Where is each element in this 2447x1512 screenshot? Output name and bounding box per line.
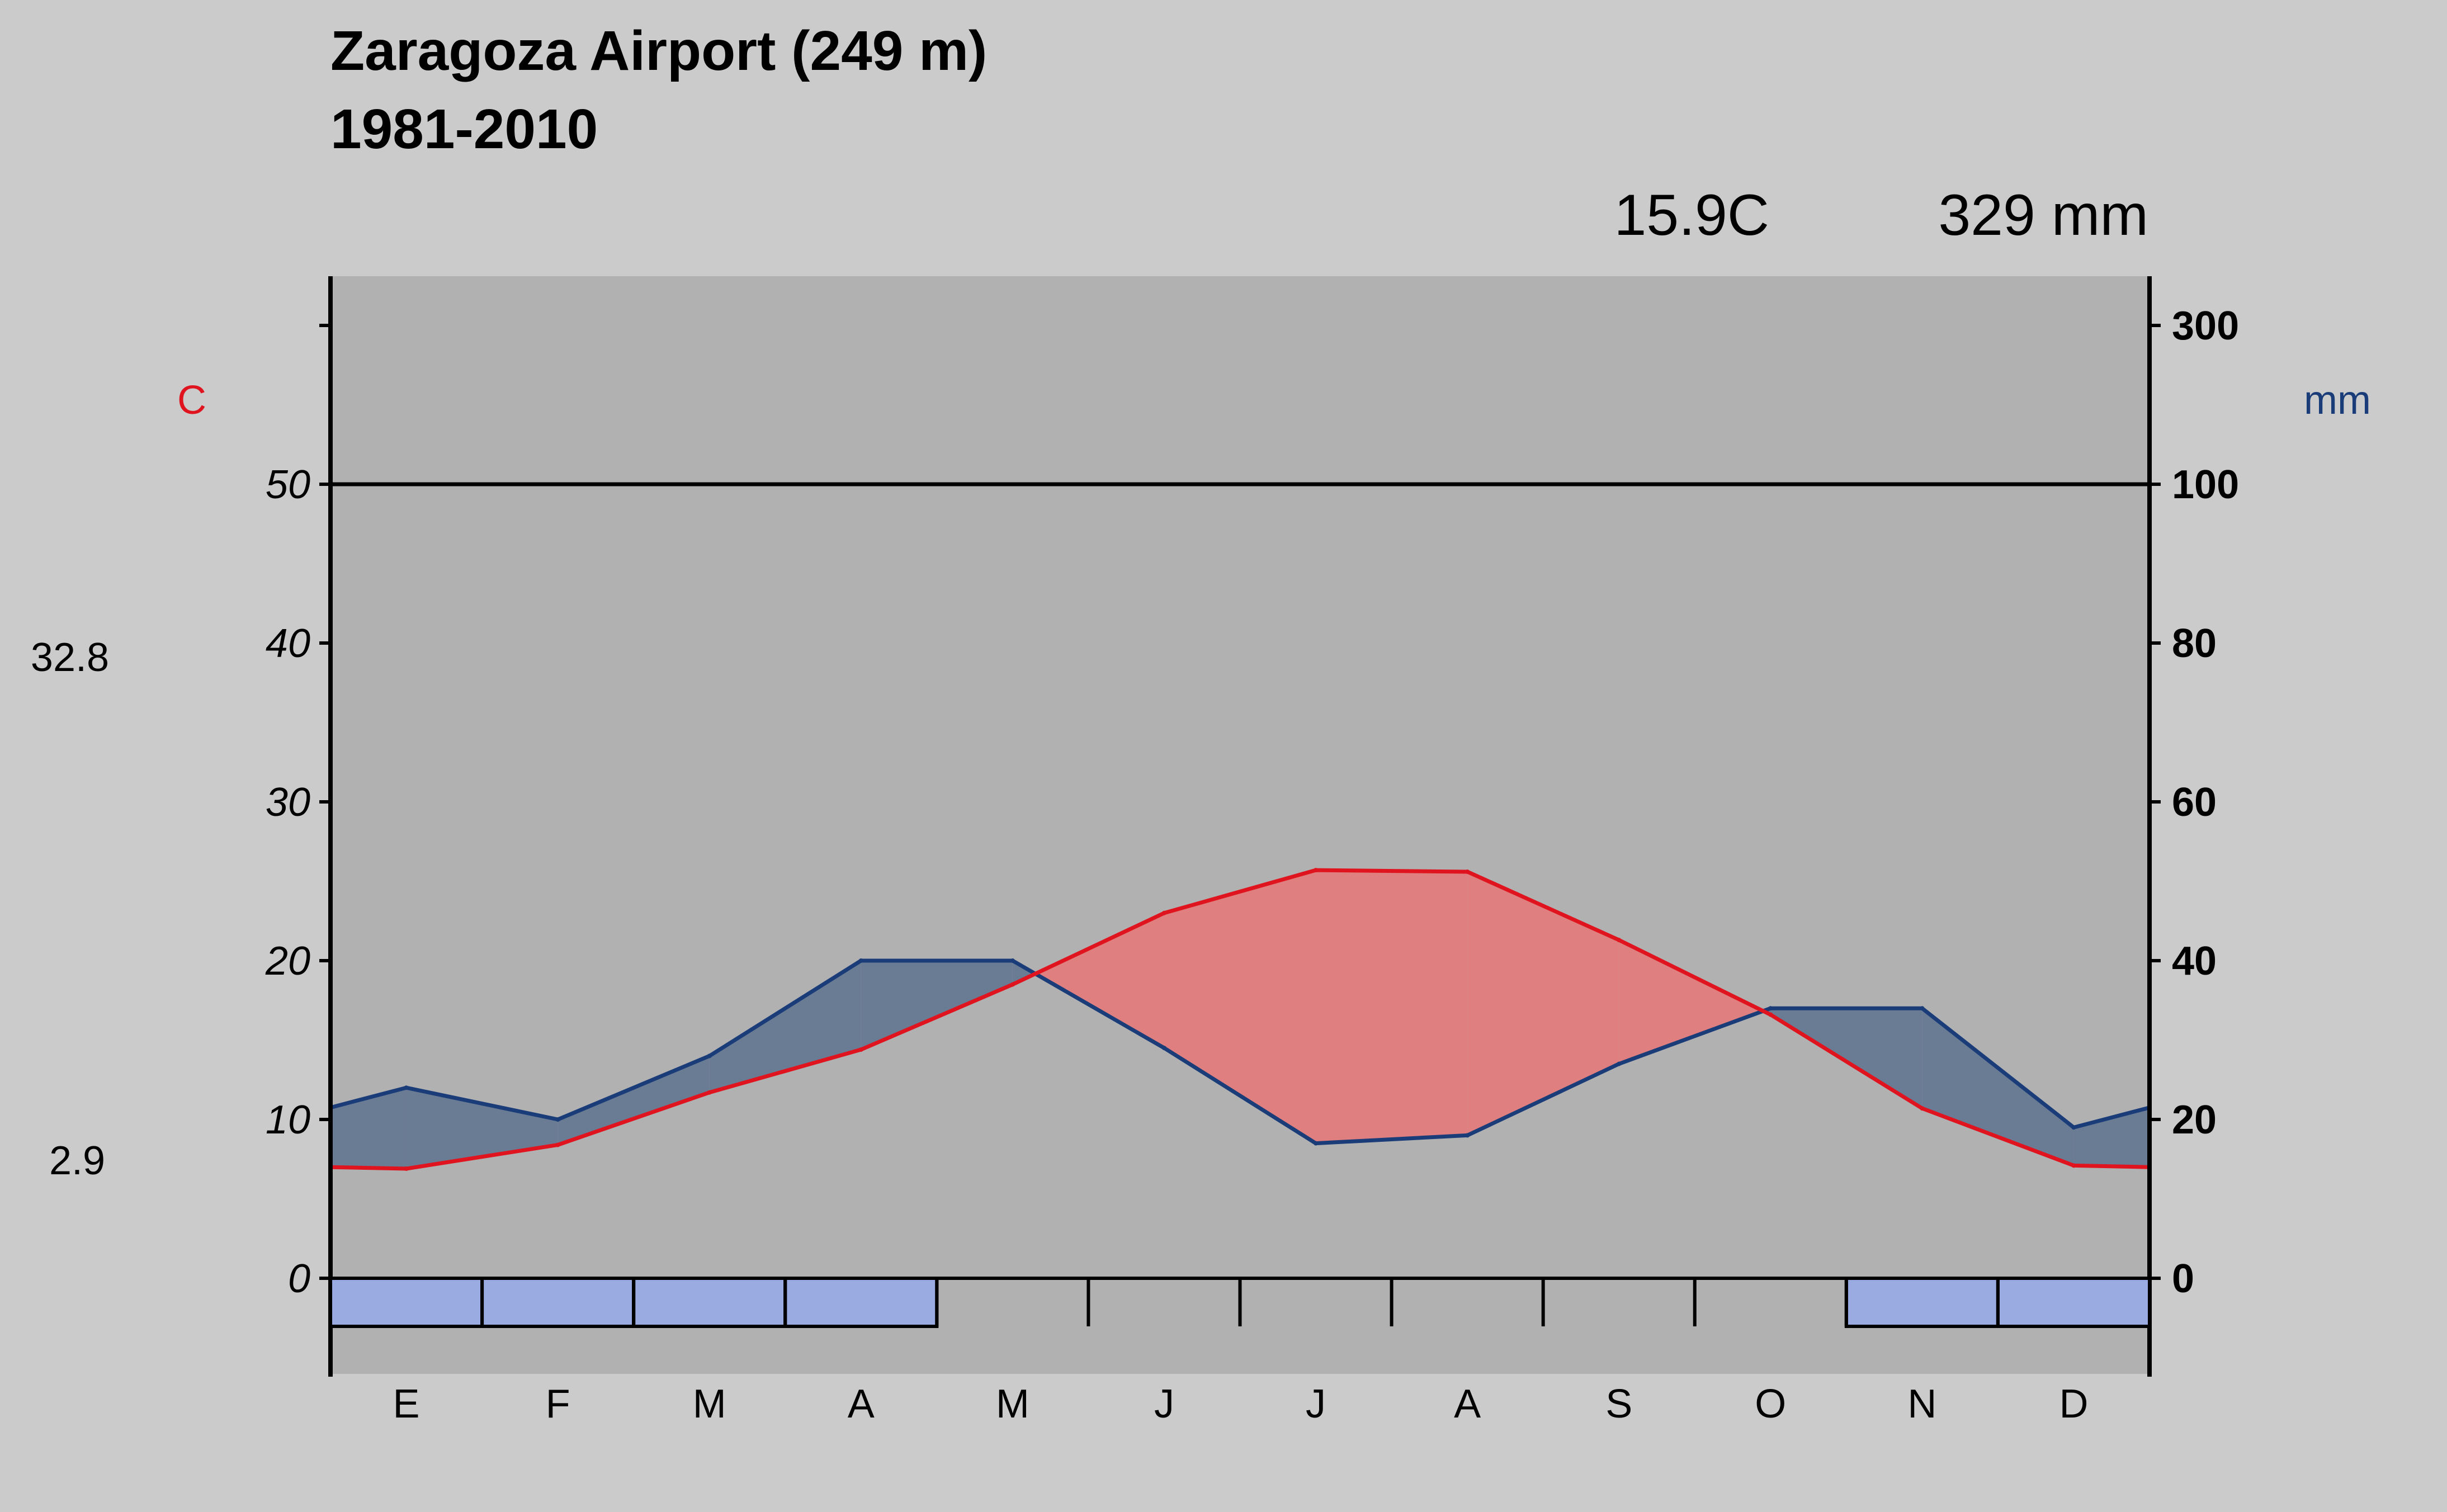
month-label: J (1154, 1382, 1174, 1426)
temperature-axis-label: C (177, 378, 206, 423)
chart-title: Zaragoza Airport (249 m) (330, 20, 987, 82)
left-tick-label: 50 (266, 462, 310, 507)
month-label: E (393, 1382, 420, 1426)
precipitation-point (858, 958, 863, 963)
month-label: O (1755, 1382, 1786, 1426)
right-tick-label: 60 (2172, 780, 2217, 825)
arid-area (1035, 913, 1164, 1048)
month-label: D (2059, 1382, 2088, 1426)
plot-background (330, 276, 2150, 1374)
precipitation-point (1161, 1046, 1166, 1051)
precipitation-point (1768, 1006, 1773, 1011)
humid-area (1922, 1008, 2074, 1166)
annual-precipitation: 329 mm (1938, 183, 2148, 248)
left-tick-label: 10 (266, 1098, 310, 1142)
right-tick-label: 300 (2172, 304, 2239, 348)
max-temp-label: 32.8 (31, 635, 109, 680)
humid-area (861, 961, 1013, 1050)
precipitation-point (2071, 1125, 2076, 1130)
temperature-point (1920, 1106, 1925, 1111)
temperature-point (1010, 982, 1015, 987)
precipitation-point (1314, 1141, 1319, 1146)
temperature-point (858, 1047, 863, 1052)
right-tick-label: 40 (2172, 939, 2217, 984)
frost-box (1996, 1277, 2152, 1328)
arid-area (1316, 870, 1468, 1144)
frost-box (632, 1277, 787, 1328)
precipitation-point (707, 1053, 712, 1059)
temperature-point (707, 1090, 712, 1095)
temperature-point (1465, 869, 1470, 874)
month-label: F (546, 1382, 570, 1426)
left-tick-label: 0 (288, 1256, 310, 1301)
right-tick-label: 20 (2172, 1098, 2217, 1142)
frost-box (329, 1277, 484, 1328)
precipitation-point (1465, 1133, 1470, 1138)
month-label: M (996, 1382, 1029, 1426)
right-tick-label: 0 (2172, 1256, 2194, 1301)
humid-area (330, 1088, 407, 1169)
temperature-point (404, 1166, 409, 1171)
precipitation-point (404, 1085, 409, 1090)
left-tick-label: 30 (266, 780, 310, 825)
frost-box (783, 1277, 939, 1328)
frost-box (1844, 1277, 2000, 1328)
temperature-point (1314, 868, 1319, 873)
month-label: N (1907, 1382, 1936, 1426)
month-label: J (1306, 1382, 1326, 1426)
precipitation-line (330, 958, 2150, 1146)
precipitation-point (1010, 958, 1015, 963)
arid-area (1164, 870, 1316, 1144)
left-tick-label: 40 (266, 621, 310, 666)
month-label: A (1454, 1382, 1481, 1426)
temperature-point (1617, 938, 1622, 943)
left-tick-label: 20 (265, 939, 310, 984)
precipitation-point (555, 1117, 560, 1122)
temperature-line (330, 868, 2150, 1171)
frost-box (480, 1277, 636, 1328)
temperature-point (1161, 910, 1166, 915)
precipitation-point (1617, 1061, 1622, 1066)
month-label: S (1605, 1382, 1632, 1426)
mean-temperature: 15.9C (1614, 183, 1769, 248)
arid-area (1467, 871, 1619, 1136)
min-temp-label: 2.9 (49, 1138, 105, 1183)
temperature-point (555, 1142, 560, 1147)
humid-area (1012, 961, 1036, 985)
month-label: A (848, 1382, 875, 1426)
right-tick-label: 80 (2172, 621, 2217, 666)
chart-period: 1981-2010 (330, 98, 598, 160)
precipitation-point (1920, 1006, 1925, 1011)
humid-area (406, 1088, 558, 1169)
month-label: M (693, 1382, 726, 1426)
arid-area (1619, 940, 1764, 1064)
precipitation-axis-label: mm (2304, 378, 2371, 423)
humid-area (558, 1056, 710, 1145)
temperature-point (1768, 1012, 1773, 1017)
temperature-point (2071, 1163, 2076, 1168)
right-tick-label: 100 (2172, 462, 2239, 507)
